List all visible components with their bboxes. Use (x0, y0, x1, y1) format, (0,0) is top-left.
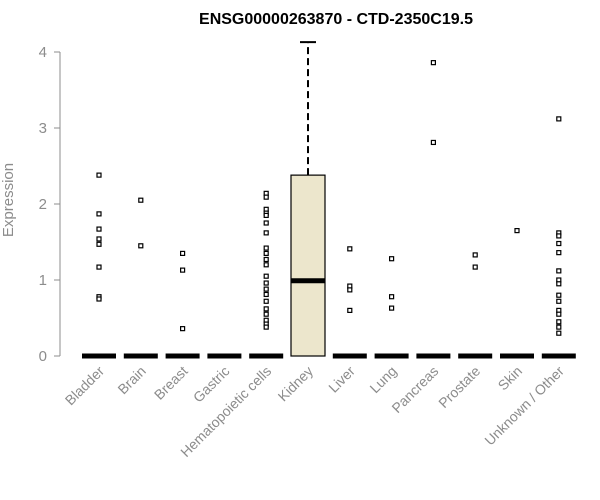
x-tick-label: Bladder (62, 363, 108, 409)
outlier-point (263, 245, 269, 251)
box-liver (332, 246, 367, 359)
outlier-point (138, 197, 144, 203)
outlier-point (96, 226, 102, 232)
x-tick-label: Brain (114, 363, 148, 397)
outlier-point (389, 256, 395, 262)
x-tick-label: Breast (151, 363, 191, 403)
chart-title: ENSG00000263870 - CTD-2350C19.5 (199, 11, 473, 28)
box-body (290, 174, 326, 357)
outlier-point (556, 233, 562, 239)
outlier-point (556, 324, 562, 330)
box-brain (123, 197, 158, 359)
outlier-point (180, 250, 186, 256)
outlier-point (514, 228, 520, 234)
box-skin (500, 228, 534, 359)
outlier-point (263, 280, 269, 286)
box-pancreas (416, 60, 451, 359)
outlier-point (347, 287, 353, 293)
y-axis-label: Expression (0, 163, 17, 237)
outlier-point (347, 307, 353, 313)
outlier-point (180, 267, 186, 273)
outlier-point (556, 281, 562, 287)
box-kidney (290, 41, 326, 357)
outlier-point (556, 330, 562, 336)
box-unknown-other (541, 116, 576, 359)
outlier-point (263, 230, 269, 236)
x-tick-label: Prostate (435, 363, 483, 411)
box-breast (165, 250, 200, 359)
outlier-point (556, 240, 562, 247)
outlier-point (138, 243, 144, 249)
outlier-point (263, 273, 269, 279)
outlier-point (556, 268, 562, 274)
box-hematopoietic-cells (249, 190, 284, 359)
x-tick-label: Kidney (275, 363, 317, 405)
outlier-point (180, 326, 186, 332)
x-tick-label: Lung (366, 363, 399, 396)
y-tick-label: 4 (39, 44, 47, 61)
outlier-point (556, 298, 562, 304)
box-bladder (82, 172, 116, 359)
outlier-point (96, 296, 102, 302)
y-tick-label: 0 (39, 348, 47, 365)
outlier-point (430, 139, 436, 146)
outlier-point (263, 256, 269, 263)
box-lung (374, 256, 409, 359)
outlier-point (389, 294, 395, 300)
outlier-point (263, 262, 269, 268)
outlier-point (430, 60, 436, 66)
y-axis: 0 1 2 3 4 (39, 44, 61, 365)
y-tick-label: 1 (39, 272, 47, 289)
outlier-point (472, 252, 478, 258)
outlier-point (263, 220, 269, 226)
outlier-point (263, 250, 269, 256)
outlier-point (472, 264, 478, 270)
outlier-point (96, 264, 102, 270)
box-prostate (458, 252, 493, 359)
outlier-point (556, 250, 562, 256)
outlier-point (263, 298, 269, 304)
x-tick-label: Skin (495, 363, 526, 394)
outlier-point (556, 116, 562, 122)
outlier-point (556, 319, 562, 325)
outlier-point (263, 212, 269, 218)
outlier-point (556, 292, 562, 298)
outlier-point (263, 286, 269, 292)
outlier-point (556, 311, 562, 317)
outlier-point (263, 324, 269, 330)
outlier-point (263, 291, 269, 298)
outlier-point (263, 194, 269, 200)
y-tick-label: 3 (39, 120, 47, 137)
outlier-point (347, 246, 353, 252)
y-tick-label: 2 (39, 196, 47, 213)
outlier-point (96, 211, 102, 217)
x-tick-label: Unknown / Other (481, 363, 567, 449)
outlier-point (389, 305, 395, 311)
outlier-point (263, 311, 269, 317)
outlier-point (96, 172, 102, 178)
outlier-point (263, 306, 269, 312)
plot-area (82, 41, 576, 359)
outlier-point (96, 241, 102, 247)
outlier-point (96, 236, 102, 242)
x-tick-label: Liver (325, 363, 358, 396)
